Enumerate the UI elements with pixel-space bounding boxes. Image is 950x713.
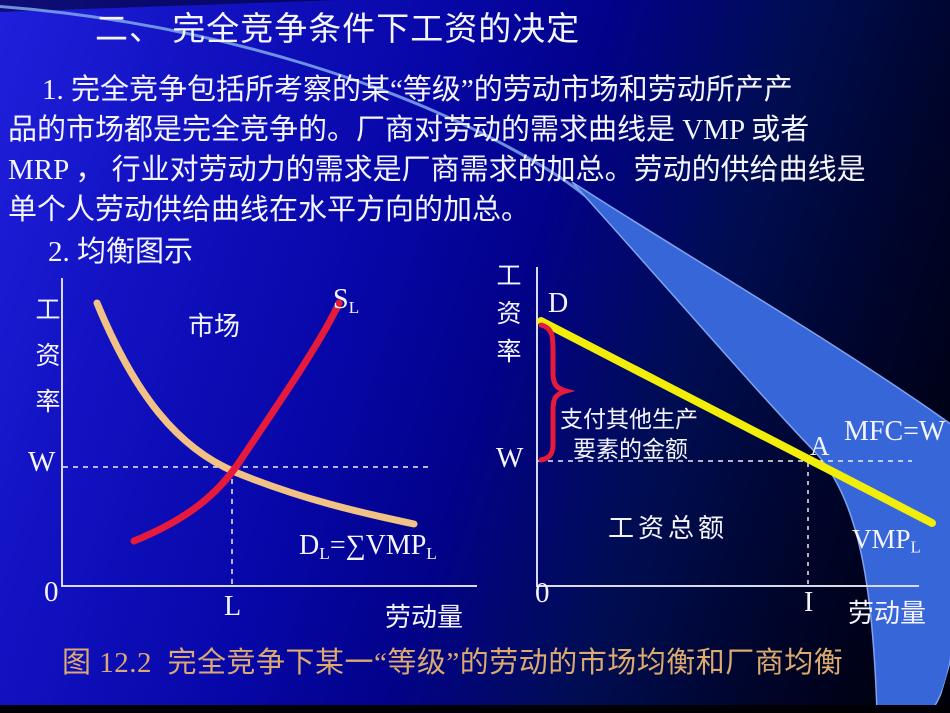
paragraph-line-2: 品的市场都是完全竞争的。厂商对劳动的需求曲线是 VMP 或者 xyxy=(8,114,810,146)
right-origin-label: 0 xyxy=(535,577,550,609)
demand-label-vsub: L xyxy=(426,543,437,563)
demand-curve-label: DL=∑VMPL xyxy=(299,530,437,564)
supply-curve-label: SL xyxy=(333,284,359,318)
left-x-axis-label: 劳动量 xyxy=(385,603,464,632)
left-l-tick-label: L xyxy=(224,591,242,622)
right-w-label: W xyxy=(496,442,524,474)
slide-title: 二、 完全竞争条件下工资的决定 xyxy=(95,12,581,48)
point-a-label: A xyxy=(810,431,830,461)
mfc-label: MFC=W xyxy=(844,416,946,447)
demand-label-d: D xyxy=(299,530,320,561)
bottom-strip xyxy=(0,705,950,713)
supply-label-main: S xyxy=(333,284,349,315)
supply-label-sub: L xyxy=(348,297,360,317)
right-x-axis-label: 劳动量 xyxy=(848,599,927,628)
vmp-line xyxy=(537,317,936,527)
brace-note-line-1: 支付其他生产 xyxy=(560,407,698,432)
vmp-label-main: VMP xyxy=(852,524,911,554)
swoosh-wedge xyxy=(571,181,950,713)
paragraph-line-3: MRP ， 行业对劳动力的需求是厂商需求的加总。劳动的供给曲线是 xyxy=(8,154,866,186)
figure-caption: 图 12.2 完全竞争下某一“等级”的劳动的市场均衡和厂商均衡 xyxy=(62,647,844,679)
demand-label-dsub: L xyxy=(319,543,330,563)
supply-curve xyxy=(130,299,343,545)
paragraph-line-1: 1. 完全竞争包括所考察的某“等级”的劳动市场和劳动所产产 xyxy=(42,74,793,106)
wage-area-label: 工资总额 xyxy=(608,514,729,543)
right-y-axis-label: 工资率 xyxy=(496,263,522,366)
left-y-axis-label: 工资率 xyxy=(35,297,61,416)
paragraph-line-4: 单个人劳动供给曲线在水平方向的加总。 xyxy=(8,194,531,226)
left-origin-label: 0 xyxy=(44,576,59,608)
corner-dark-sliver xyxy=(936,664,950,713)
vmp-label: VMPL xyxy=(852,524,921,558)
vmp-label-sub: L xyxy=(910,537,921,557)
demand-curve xyxy=(93,299,418,528)
demand-label-eq: =∑VMP xyxy=(329,530,427,561)
brace-note-line-2: 要素的金额 xyxy=(573,437,688,462)
right-d-label: D xyxy=(548,288,569,319)
left-w-label: W xyxy=(28,446,56,478)
section-2-heading: 2. 均衡图示 xyxy=(48,236,194,268)
left-chart-axes xyxy=(61,278,477,587)
left-chart-title: 市场 xyxy=(188,312,241,341)
right-i-tick-label: I xyxy=(804,587,814,618)
brace xyxy=(538,322,576,463)
top-dark-sliver xyxy=(0,0,340,12)
right-chart-axes xyxy=(536,267,919,587)
